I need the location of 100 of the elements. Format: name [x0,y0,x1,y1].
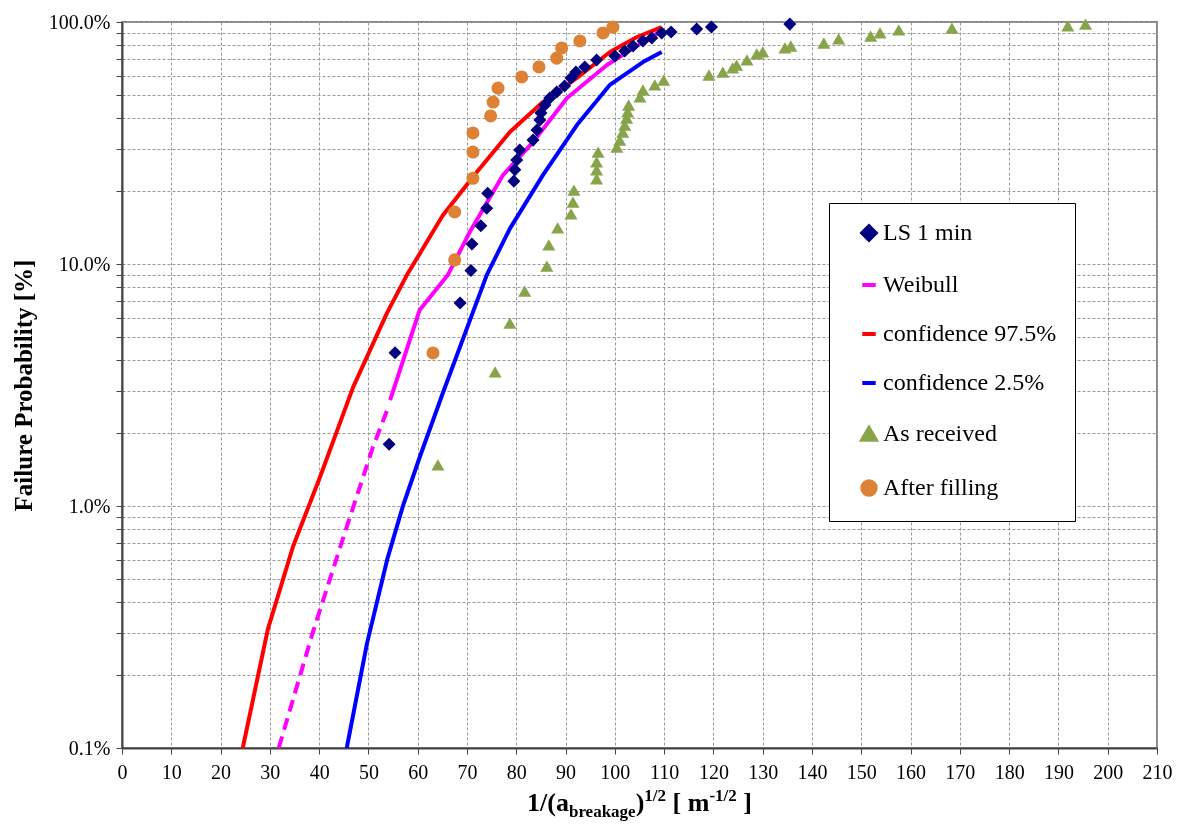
x-tick-label: 160 [896,760,927,783]
point [431,459,445,471]
point [474,219,488,233]
point [448,205,462,219]
point [526,133,540,147]
x-tick-label: 70 [457,760,478,783]
point [453,296,467,310]
y-tick-label: 100.0% [48,10,111,33]
x-tick-label: 10 [161,760,182,783]
point [622,99,636,111]
point [566,196,580,208]
x-tick-label: 60 [408,760,429,783]
point [426,346,440,360]
point [550,51,564,65]
point [590,53,604,67]
point [542,239,556,251]
point [690,22,704,36]
point [636,84,650,96]
point [466,171,480,185]
point [1079,18,1093,30]
point [551,222,565,234]
point [1061,20,1075,32]
legend-label: As received [883,420,997,446]
y-tick-label: 0.1% [68,736,111,759]
point [591,146,605,158]
point [864,30,878,42]
point [657,74,671,86]
point [510,153,524,167]
point [618,44,632,58]
x-tick-label: 210 [1142,760,1173,783]
x-tick-label: 20 [211,760,232,783]
x-tick-label: 0 [117,760,128,783]
point [648,79,662,91]
x-tick-label: 50 [358,760,379,783]
line-series [344,49,664,750]
x-tick-label: 30 [260,760,281,783]
point [486,95,500,109]
point [507,174,521,188]
x-tick-label: 90 [556,760,577,783]
legend-label: confidence 97.5% [883,320,1057,346]
legend-label: LS 1 min [883,219,973,245]
point [382,437,396,451]
point [716,66,730,78]
point [515,70,529,84]
x-tick-label: 110 [650,760,680,783]
point [558,79,572,93]
point [664,25,678,39]
point [448,253,462,267]
point [466,126,480,140]
legend-label: confidence 2.5% [883,369,1045,395]
point [569,65,583,79]
point [503,317,517,329]
y-tick-label: 1.0% [68,494,111,517]
y-axis-title: Failure Probability [%] [9,259,37,512]
point [532,60,546,74]
point [550,85,564,99]
x-tick-label: 100 [600,760,631,783]
point [480,201,494,215]
point [573,34,587,48]
point [538,98,552,112]
point [702,69,716,81]
point [518,285,532,297]
point [488,366,502,378]
point [740,54,754,66]
point [464,263,478,278]
point [817,37,831,49]
point [578,60,592,74]
y-tick-label: 10.0% [58,252,111,275]
point [783,17,797,31]
point [555,41,569,55]
point [606,20,620,34]
point [590,156,604,168]
point [508,163,522,177]
point [567,184,581,196]
point [832,33,846,45]
x-tick-label: 40 [309,760,330,783]
point [530,123,544,137]
point [465,237,479,251]
x-tick-label: 190 [1043,760,1074,783]
point [481,186,495,200]
x-tick-label: 200 [1093,760,1124,783]
point [540,260,554,272]
point [608,49,622,63]
point [543,91,557,105]
point [626,39,640,53]
point [491,81,505,95]
x-tick-label: 80 [506,760,527,783]
x-tick-label: 130 [748,760,779,783]
legend-label: Weibull [883,271,959,297]
point [484,109,498,123]
point [636,34,650,48]
point [466,145,480,159]
x-tick-label: 170 [945,760,976,783]
legend-label: After filling [883,474,999,500]
point [945,22,959,34]
point [388,346,402,360]
point [704,20,718,34]
point [513,143,527,157]
point [645,31,659,45]
point [873,27,887,39]
